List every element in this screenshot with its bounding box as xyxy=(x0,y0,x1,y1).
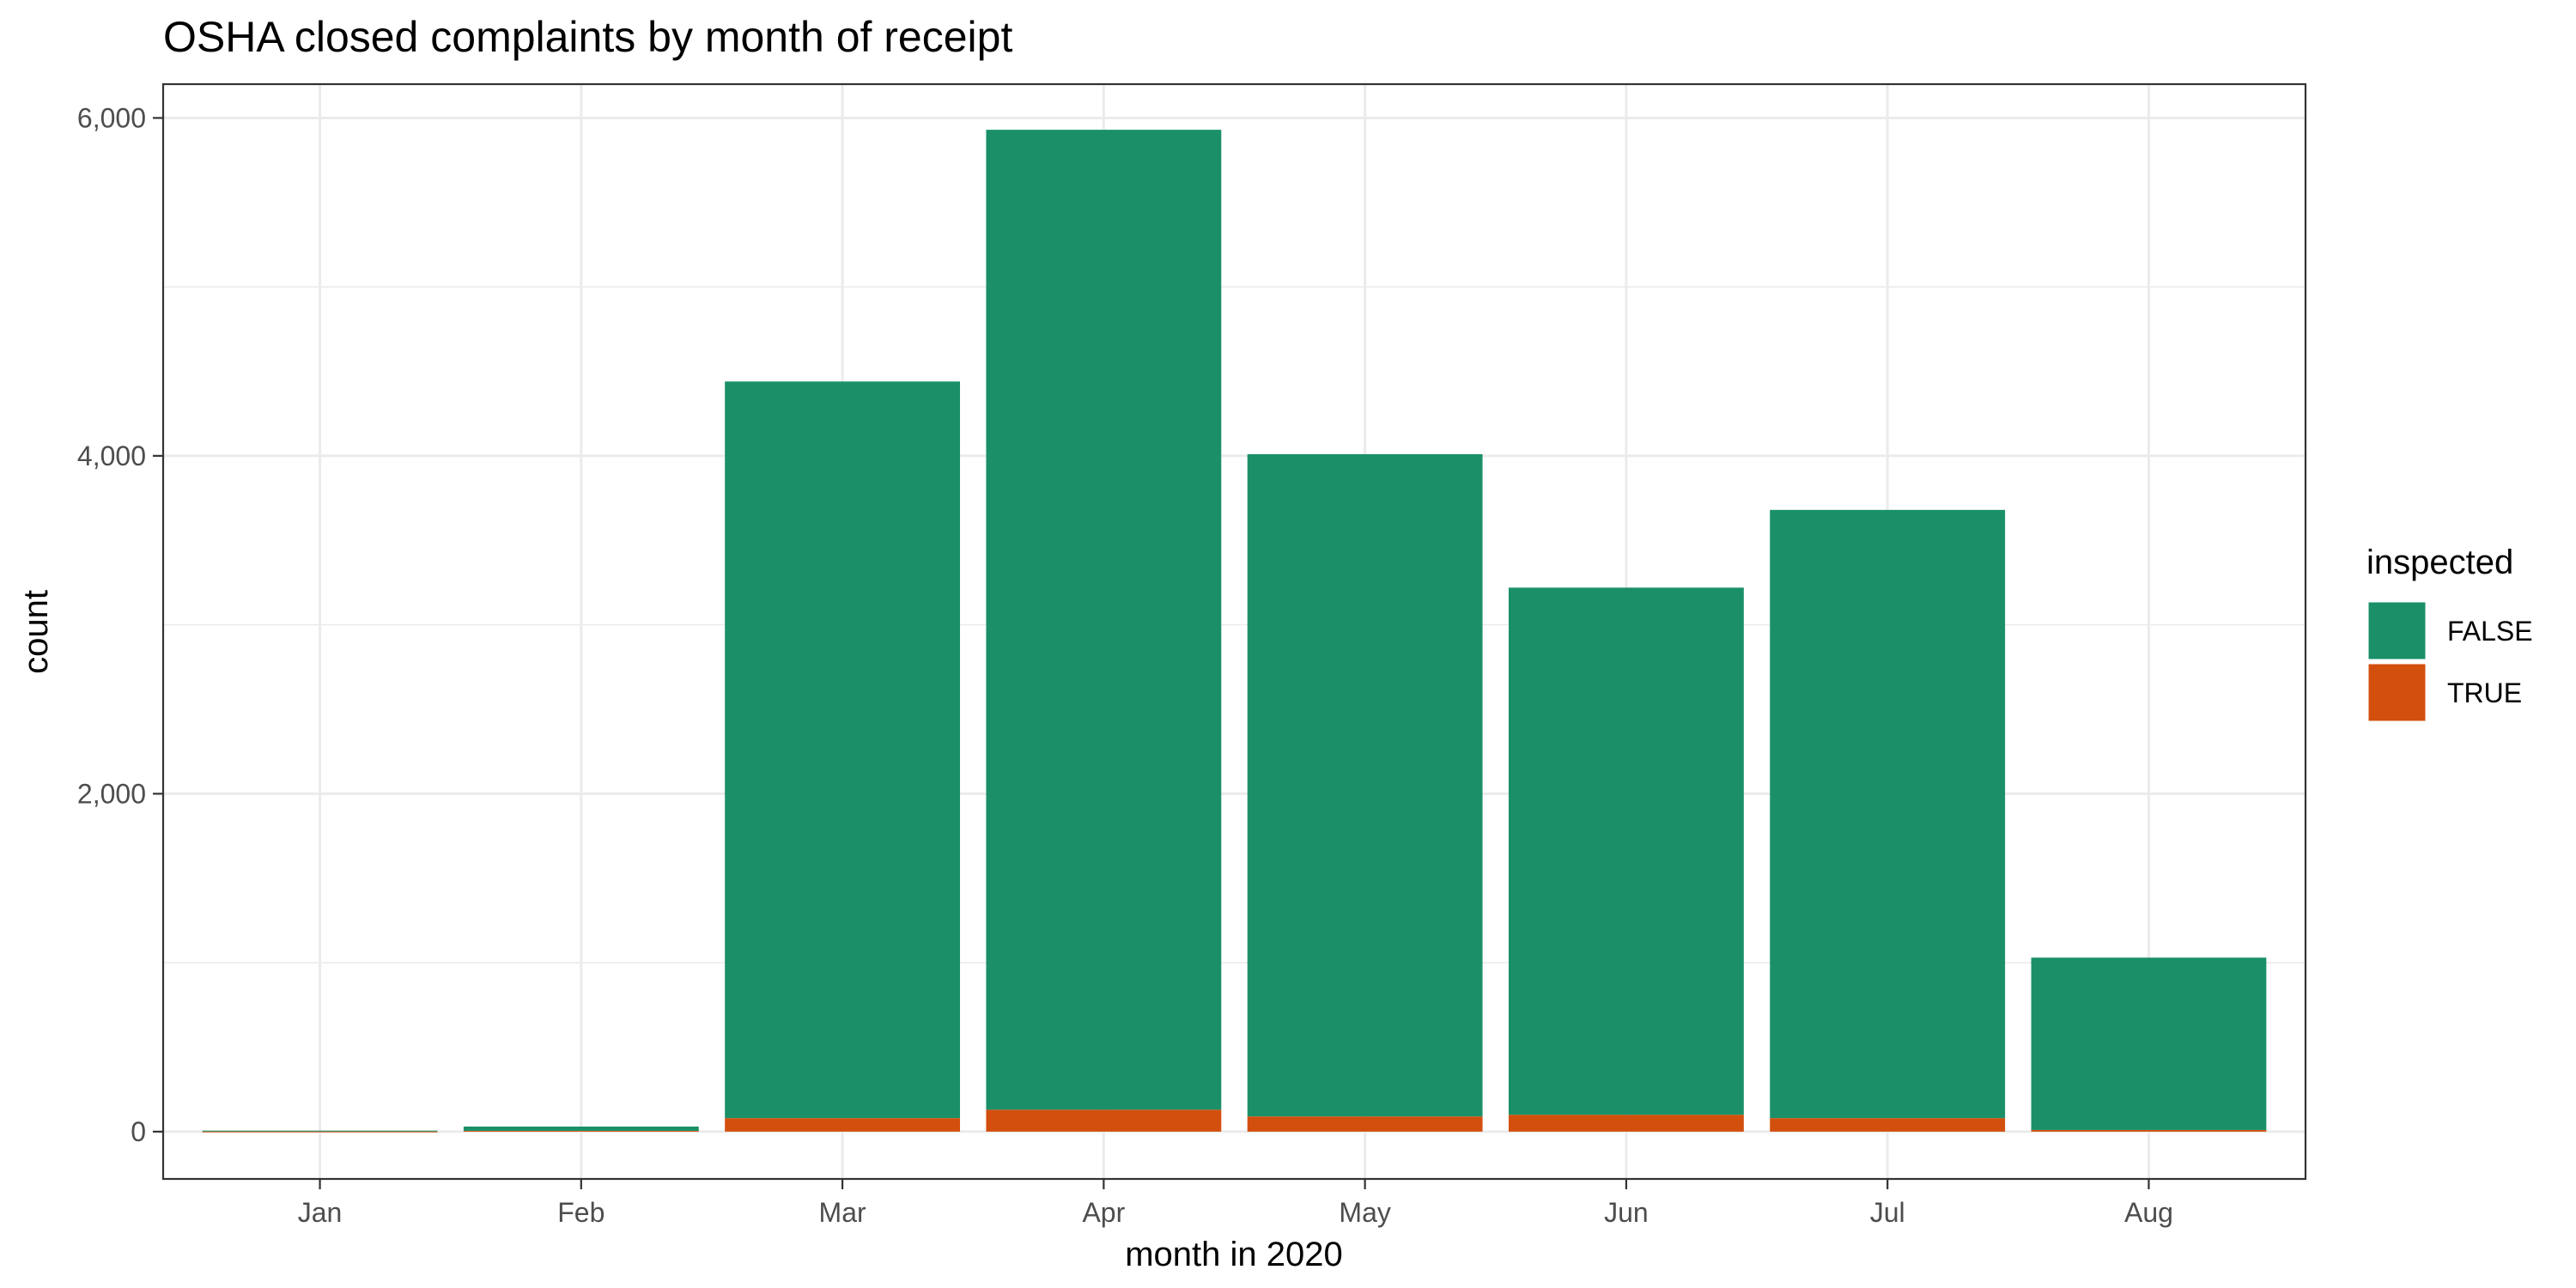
y-axis-title: count xyxy=(17,590,55,674)
legend-key-true xyxy=(2366,661,2428,724)
x-tick-label: Jul xyxy=(1870,1197,1905,1228)
bar-jun-true xyxy=(1508,1115,1744,1132)
bar-mar-false xyxy=(725,381,961,1119)
bar-apr-false xyxy=(986,130,1222,1110)
bar-feb-true xyxy=(463,1130,699,1132)
x-tick-label: Mar xyxy=(819,1197,866,1228)
chart-title: OSHA closed complaints by month of recei… xyxy=(163,13,1012,61)
legend: inspected FALSE TRUE xyxy=(2366,544,2533,724)
legend-label-false: FALSE xyxy=(2447,616,2533,647)
x-axis-title: month in 2020 xyxy=(1125,1236,1343,1273)
legend-title: inspected xyxy=(2366,544,2513,581)
bar-jul-false xyxy=(1770,509,2006,1119)
y-tick-label: 4,000 xyxy=(77,440,146,471)
bar-jan-false xyxy=(202,1130,438,1132)
bar-aug-true xyxy=(2031,1129,2267,1132)
bar-may-true xyxy=(1247,1116,1483,1132)
legend-label-true: TRUE xyxy=(2447,677,2522,708)
bar-mar-true xyxy=(725,1118,961,1132)
y-tick-label: 6,000 xyxy=(77,102,146,133)
bar-aug-false xyxy=(2031,957,2267,1130)
plot-panel-border xyxy=(161,82,2307,1181)
x-tick-label: Feb xyxy=(557,1197,605,1228)
y-tick-label: 0 xyxy=(131,1116,146,1147)
bar-jul-true xyxy=(1770,1118,2006,1132)
bar-jan-true xyxy=(202,1131,438,1133)
y-axis: 0 2,000 4,000 6,000 xyxy=(77,102,163,1147)
x-tick-label: May xyxy=(1339,1197,1390,1228)
bars xyxy=(202,130,2267,1133)
y-tick-label: 2,000 xyxy=(77,778,146,809)
bar-apr-true xyxy=(986,1109,1222,1132)
bar-feb-false xyxy=(463,1127,699,1131)
legend-key-false xyxy=(2366,599,2428,662)
bar-may-false xyxy=(1247,453,1483,1117)
x-axis: Jan Feb Mar Apr May Jun Jul Aug xyxy=(298,1179,2173,1228)
bar-jun-false xyxy=(1508,587,1744,1115)
x-tick-label: Jun xyxy=(1604,1197,1649,1228)
x-tick-label: Jan xyxy=(298,1197,343,1228)
x-tick-label: Aug xyxy=(2124,1197,2173,1228)
x-tick-label: Apr xyxy=(1082,1197,1125,1228)
